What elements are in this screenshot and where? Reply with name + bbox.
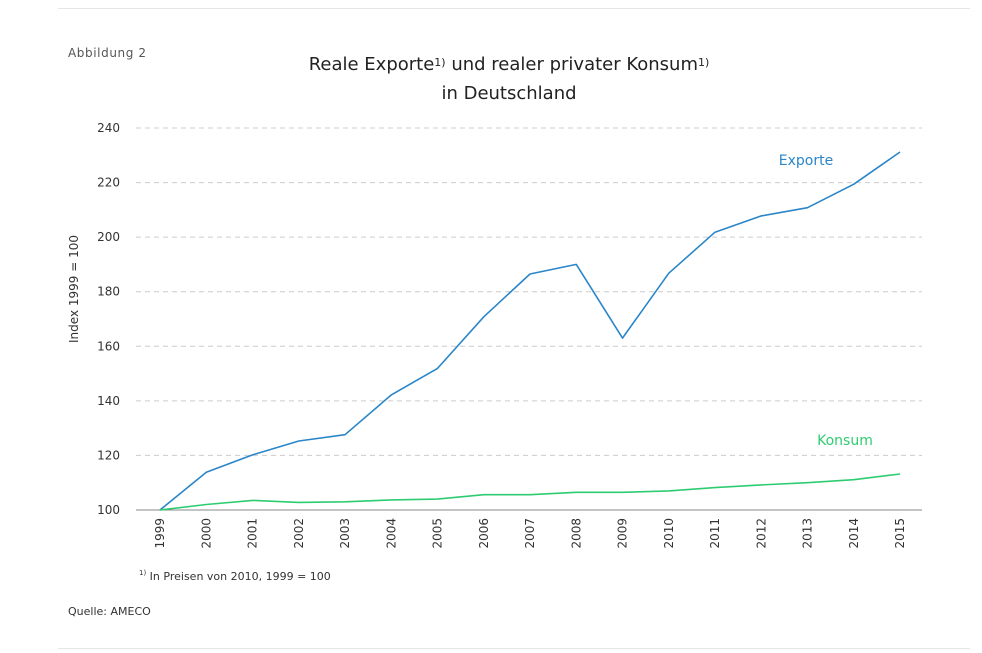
y-axis: 100 120 140 160 180 200 220 240	[97, 121, 120, 517]
y-tick-label-180: 180	[97, 285, 120, 299]
footnote: 1) In Preisen von 2010, 1999 = 100	[139, 569, 331, 583]
x-tick-label-2006: 2006	[477, 518, 491, 549]
y-tick-label-140: 140	[97, 394, 120, 408]
x-tick-label-2011: 2011	[708, 518, 722, 549]
x-tick-label-2007: 2007	[523, 518, 537, 549]
x-tick-label-2010: 2010	[662, 518, 676, 549]
x-tick-label-2004: 2004	[384, 518, 398, 549]
x-tick-label-2008: 2008	[569, 518, 583, 549]
footnote-marker: 1)	[139, 569, 147, 577]
x-tick-label-1999: 1999	[153, 518, 167, 549]
y-tick-label-120: 120	[97, 448, 120, 462]
y-tick-label-160: 160	[97, 339, 120, 353]
grid-lines	[136, 127, 922, 456]
figure-label: Abbildung 2	[68, 46, 147, 60]
y-tick-label-240: 240	[97, 121, 120, 135]
y-tick-label-200: 200	[97, 230, 120, 244]
title-part-2: und realer privater Konsum	[445, 54, 698, 75]
title-footnote-marker-2: 1)	[698, 56, 710, 69]
y-tick-label-100: 100	[97, 503, 120, 517]
series-line-konsum	[159, 473, 901, 511]
series-label-konsum: Konsum	[817, 433, 873, 449]
x-tick-label-2015: 2015	[893, 518, 907, 549]
chart-title-line-1: Reale Exporte1) und realer privater Kons…	[0, 51, 982, 79]
chart-title-line-2: in Deutschland	[441, 83, 577, 104]
x-tick-label-2003: 2003	[338, 518, 352, 549]
x-tick-label-2014: 2014	[847, 518, 861, 549]
y-axis-label: Index 1999 = 100	[67, 235, 81, 343]
x-tick-label-2001: 2001	[246, 518, 260, 549]
series-label-exporte: Exporte	[779, 153, 833, 169]
title-part-1: Reale Exporte	[308, 54, 435, 75]
y-tick-label-220: 220	[97, 176, 120, 190]
x-tick-label-2000: 2000	[199, 518, 213, 549]
x-tick-label-2005: 2005	[431, 518, 445, 549]
x-tick-label-2013: 2013	[801, 518, 815, 549]
x-tick-label-2012: 2012	[754, 518, 768, 549]
top-divider	[58, 8, 970, 9]
title-footnote-marker-1: 1)	[434, 56, 446, 69]
x-tick-label-2002: 2002	[292, 518, 306, 549]
bottom-divider	[58, 648, 970, 649]
footnote-text: In Preisen von 2010, 1999 = 100	[146, 570, 331, 583]
series-lines	[159, 151, 901, 511]
x-tick-label-2009: 2009	[616, 518, 630, 549]
x-axis: 1999 2000 2001 2002 2003 2004 2005 2006 2007 2008…	[136, 509, 922, 549]
series-line-exporte	[159, 151, 901, 511]
source-note: Quelle: AMECO	[68, 605, 151, 618]
